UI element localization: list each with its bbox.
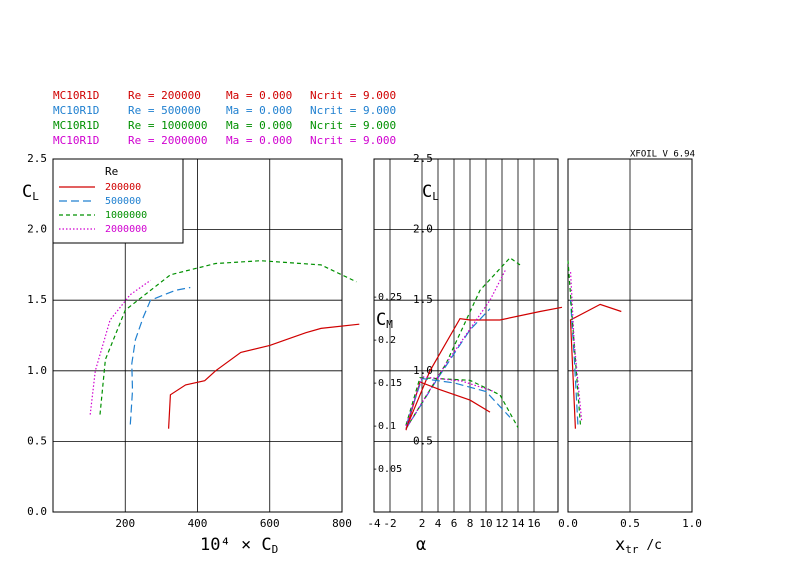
run-re: Re = 200000 xyxy=(128,89,201,102)
xlabel: x xyxy=(615,535,625,555)
y-tick-label: 1.0 xyxy=(27,364,47,377)
series-line xyxy=(129,286,191,425)
run-airfoil: MC10R1D xyxy=(53,104,99,117)
run-ncrit: Ncrit = 9.000 xyxy=(310,134,396,147)
run-airfoil: MC10R1D xyxy=(53,134,99,147)
series-line xyxy=(89,279,151,415)
run-ma: Ma = 0.000 xyxy=(226,119,292,132)
legend-label: 200000 xyxy=(105,182,141,193)
ylabel-label: CL xyxy=(22,182,39,203)
legend-label: 500000 xyxy=(105,196,141,207)
y-tick-label: 1.5 xyxy=(27,293,47,306)
run-ncrit: Ncrit = 9.000 xyxy=(310,104,396,117)
y-tick-label: 0.5 xyxy=(413,434,433,447)
run-re: Re = 1000000 xyxy=(128,119,207,132)
ylabel-sub: L xyxy=(432,190,439,203)
legend-title: Re xyxy=(105,165,118,178)
x-tick-label: 16 xyxy=(527,517,540,530)
y-tick-label: 1.5 xyxy=(413,293,433,306)
xlabel-after: /c xyxy=(639,538,662,553)
x-tick-label: 400 xyxy=(188,517,208,530)
y2label-sub: M xyxy=(386,318,393,331)
y-tick-label: 0.5 xyxy=(27,434,47,447)
x-tick-label: 800 xyxy=(332,517,352,530)
y2-tick-label: -0.05 xyxy=(372,464,402,475)
x-tick-label: 14 xyxy=(511,517,525,530)
x-tick-label: 0.5 xyxy=(620,517,640,530)
ylabel-sub: L xyxy=(32,190,39,203)
series-line xyxy=(405,377,511,427)
xlabel-label: α xyxy=(416,535,426,555)
run-airfoil: MC10R1D xyxy=(53,89,99,102)
run-ma: Ma = 0.000 xyxy=(226,89,292,102)
y2-tick-label: -0.15 xyxy=(372,378,402,389)
x-tick-label: 10 xyxy=(479,517,492,530)
y-tick-label: 2.5 xyxy=(413,152,433,165)
xlabel: 10⁴ × C xyxy=(200,535,272,555)
run-re: Re = 2000000 xyxy=(128,134,207,147)
series-line xyxy=(168,323,360,429)
x-tick-label: 0.0 xyxy=(558,517,578,530)
series-line xyxy=(569,303,622,429)
x-tick-label: 600 xyxy=(260,517,280,530)
series-line xyxy=(405,376,495,427)
y2-tick-label: -0.1 xyxy=(372,421,396,432)
ylabel: C xyxy=(22,182,32,202)
legend-label: 2000000 xyxy=(105,224,147,235)
run-ncrit: Ncrit = 9.000 xyxy=(310,89,396,102)
y-tick-label: 2.0 xyxy=(27,223,47,236)
x-tick-label: 4 xyxy=(435,517,442,530)
series-line xyxy=(567,260,581,425)
x-tick-label: 2 xyxy=(419,517,426,530)
series-line xyxy=(405,257,521,430)
y2-tick-label: -0.2 xyxy=(372,335,396,346)
x-tick-label: -4 xyxy=(367,517,381,530)
x-tick-label: 12 xyxy=(495,517,508,530)
series-line xyxy=(405,306,563,429)
xlabel-sub: tr xyxy=(625,543,639,556)
y2label-label: CM xyxy=(376,310,393,331)
run-airfoil: MC10R1D xyxy=(53,119,99,132)
x-tick-label: 6 xyxy=(451,517,458,530)
xlabel-sub: D xyxy=(272,543,279,556)
x-tick-label: 8 xyxy=(467,517,474,530)
y-tick-label: 2.5 xyxy=(27,152,47,165)
series-line xyxy=(569,300,579,425)
xlabel-label: 10⁴ × CD xyxy=(200,535,278,556)
y-tick-label: 2.0 xyxy=(413,223,433,236)
y-tick-label: 1.0 xyxy=(413,364,433,377)
y2-tick-label: -0.25 xyxy=(372,292,402,303)
run-ma: Ma = 0.000 xyxy=(226,134,292,147)
series-line xyxy=(405,377,519,428)
y-tick-label: 0.0 xyxy=(27,505,47,518)
x-tick-label: -2 xyxy=(383,517,396,530)
x-tick-label: 1.0 xyxy=(682,517,702,530)
ylabel-label: CL xyxy=(422,182,439,203)
xlabel-label: xtr /c xyxy=(615,535,662,556)
legend-label: 1000000 xyxy=(105,210,147,221)
series-line xyxy=(569,270,583,421)
run-re: Re = 500000 xyxy=(128,104,201,117)
run-ncrit: Ncrit = 9.000 xyxy=(310,119,396,132)
ylabel: C xyxy=(422,182,432,202)
version: XFOIL V 6.94 xyxy=(630,150,695,160)
xlabel: α xyxy=(416,535,426,555)
run-ma: Ma = 0.000 xyxy=(226,104,292,117)
x-tick-label: 200 xyxy=(115,517,135,530)
y2label: C xyxy=(376,310,386,330)
series-line xyxy=(99,260,357,415)
